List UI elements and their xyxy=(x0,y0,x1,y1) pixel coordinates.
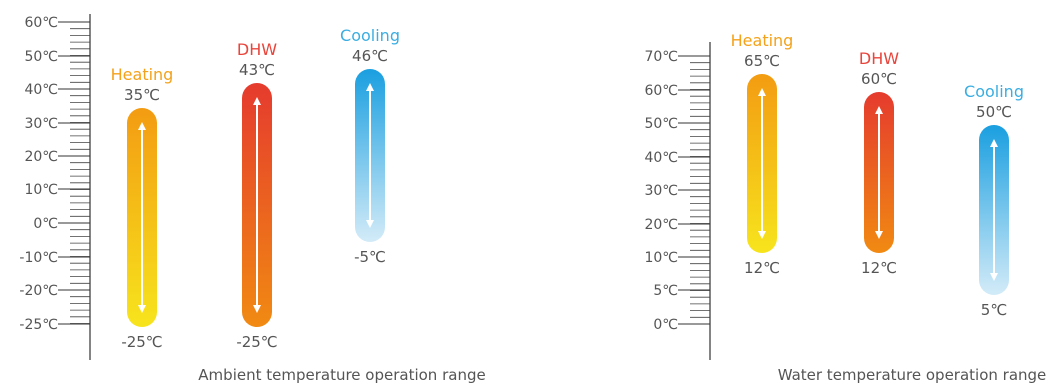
y-tick-label: 0℃ xyxy=(653,317,678,333)
y-tick-label: -20℃ xyxy=(19,283,58,299)
y-tick-label: 30℃ xyxy=(644,183,678,199)
y-tick-label: -25℃ xyxy=(19,317,58,333)
max-value-label: 50℃ xyxy=(976,103,1012,121)
series-name-label: Cooling xyxy=(340,26,400,45)
chart-caption: Water temperature operation range xyxy=(778,366,1047,384)
ambient-range-chart: 60℃ 50℃ 40℃ 30℃ 20℃ 10℃ 0℃ -10℃ -20℃ -25℃ Heating 3… xyxy=(19,14,486,384)
y-tick-label: 10℃ xyxy=(644,250,678,266)
max-value-label: 60℃ xyxy=(861,70,897,88)
y-tick-label: 60℃ xyxy=(644,83,678,99)
series-name-label: Cooling xyxy=(964,82,1024,101)
y-tick-label: 60℃ xyxy=(24,15,58,31)
y-tick-label: 70℃ xyxy=(644,49,678,65)
max-value-label: 65℃ xyxy=(744,52,780,70)
y-tick-label: 20℃ xyxy=(644,217,678,233)
y-tick-label: 50℃ xyxy=(24,49,58,65)
min-value-label: -25℃ xyxy=(236,333,277,351)
y-tick-label: 50℃ xyxy=(644,116,678,132)
y-tick-label: 10℃ xyxy=(24,182,58,198)
series-name-label: DHW xyxy=(859,49,899,68)
y-tick-label: 5℃ xyxy=(653,283,678,299)
max-value-label: 35℃ xyxy=(124,86,160,104)
min-value-label: -5℃ xyxy=(354,248,386,266)
max-value-label: 46℃ xyxy=(352,47,388,65)
y-tick-label: 30℃ xyxy=(24,116,58,132)
min-value-label: 12℃ xyxy=(744,259,780,277)
y-tick-label: -10℃ xyxy=(19,250,58,266)
series-name-label: DHW xyxy=(237,40,277,59)
min-value-label: 5℃ xyxy=(981,301,1007,319)
y-tick-label: 20℃ xyxy=(24,149,58,165)
min-value-label: 12℃ xyxy=(861,259,897,277)
series-name-label: Heating xyxy=(111,65,174,84)
series-name-label: Heating xyxy=(731,31,794,50)
y-tick-label: 0℃ xyxy=(33,216,58,232)
chart-caption: Ambient temperature operation range xyxy=(198,366,485,384)
max-value-label: 43℃ xyxy=(239,61,275,79)
y-tick-label: 40℃ xyxy=(644,150,678,166)
y-tick-label: 40℃ xyxy=(24,82,58,98)
water-range-chart: 70℃ 60℃ 50℃ 40℃ 30℃ 20℃ 10℃ 5℃ 0℃ Heating 65℃ 12℃ DH… xyxy=(644,31,1046,384)
min-value-label: -25℃ xyxy=(121,333,162,351)
